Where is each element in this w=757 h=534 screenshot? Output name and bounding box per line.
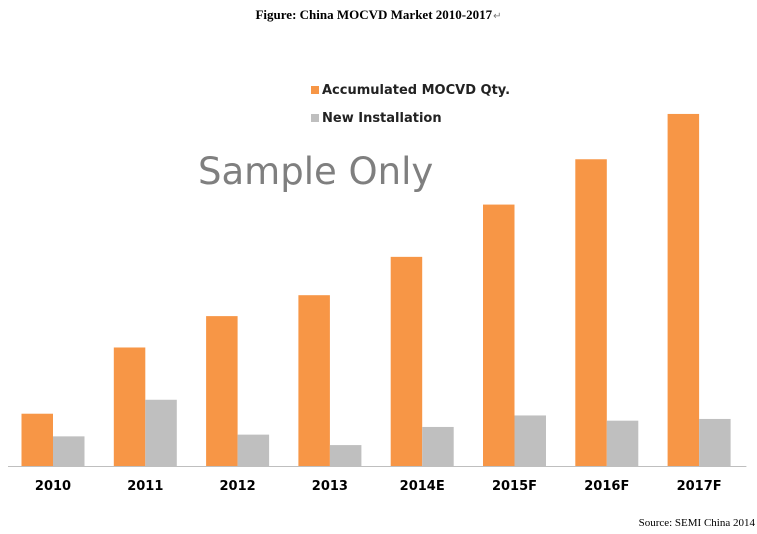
return-icon: ↵ bbox=[493, 11, 502, 22]
x-tick-label: 2013 bbox=[312, 479, 348, 494]
legend-swatch-new bbox=[311, 114, 319, 122]
bar-new-2014E bbox=[422, 426, 454, 466]
legend-label-new: New Installation bbox=[322, 110, 442, 126]
chart-title: Figure: China MOCVD Market 2010-2017↵ bbox=[0, 7, 757, 23]
bar-new-2013 bbox=[329, 445, 362, 466]
bar-new-2011 bbox=[145, 399, 177, 466]
chart-title-text: Figure: China MOCVD Market 2010-2017 bbox=[255, 7, 493, 22]
x-tick-label: 2011 bbox=[127, 479, 163, 494]
source-note: Source: SEMI China 2014 bbox=[638, 517, 755, 529]
legend: Accumulated MOCVD Qty. New Installation bbox=[311, 76, 510, 132]
legend-item-new: New Installation bbox=[311, 104, 510, 132]
legend-label-accumulated: Accumulated MOCVD Qty. bbox=[322, 82, 511, 98]
legend-swatch-accumulated bbox=[311, 86, 319, 94]
legend-item-accumulated: Accumulated MOCVD Qty. bbox=[311, 76, 510, 104]
bar-new-2015F bbox=[514, 415, 546, 466]
x-tick-label: 2015F bbox=[492, 479, 537, 494]
bar-accumulated-2011 bbox=[113, 347, 146, 466]
bar-new-2016F bbox=[606, 420, 639, 466]
x-tick-label: 2012 bbox=[220, 479, 256, 494]
x-tick-label: 2014E bbox=[400, 479, 445, 494]
x-tick-label: 2017F bbox=[677, 479, 722, 494]
bar-new-2017F bbox=[699, 418, 731, 466]
bar-accumulated-2014E bbox=[390, 256, 423, 466]
bar-accumulated-2012 bbox=[206, 316, 238, 466]
bar-accumulated-2010 bbox=[21, 413, 53, 466]
bar-new-2012 bbox=[237, 434, 270, 466]
watermark-text: Sample Only bbox=[198, 150, 434, 193]
x-tick-label: 2016F bbox=[584, 479, 629, 494]
x-tick-label: 2010 bbox=[35, 479, 71, 494]
bar-accumulated-2017F bbox=[667, 113, 700, 466]
bar-accumulated-2015F bbox=[483, 204, 515, 467]
bar-new-2010 bbox=[53, 436, 85, 466]
bar-accumulated-2013 bbox=[298, 295, 330, 466]
bar-accumulated-2016F bbox=[575, 159, 607, 466]
